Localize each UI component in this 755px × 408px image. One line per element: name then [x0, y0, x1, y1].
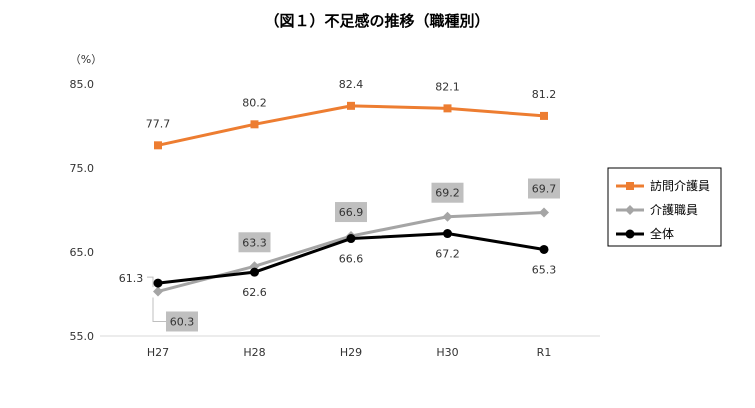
- y-tick-label: 55.0: [70, 330, 95, 343]
- svg-text:63.3: 63.3: [242, 236, 267, 249]
- svg-text:69.2: 69.2: [435, 187, 460, 200]
- x-tick-label: H30: [436, 346, 458, 359]
- data-point: [250, 267, 259, 277]
- data-label: 77.7: [146, 117, 171, 130]
- data-label: 67.2: [435, 248, 460, 261]
- x-tick-label: H27: [147, 346, 169, 359]
- legend-label: 訪問介護員: [650, 178, 710, 193]
- data-point: [539, 207, 549, 218]
- y-tick-label: 75.0: [70, 162, 95, 175]
- data-point: [153, 286, 163, 297]
- legend-marker: [626, 182, 634, 190]
- legend-marker: [625, 229, 635, 239]
- leader-line: [147, 276, 154, 288]
- legend-item: 訪問介護員: [616, 178, 710, 193]
- data-point: [347, 101, 355, 110]
- series-3: [153, 229, 549, 288]
- leader-line: [152, 297, 166, 322]
- data-point: [346, 234, 356, 244]
- y-tick-label: 85.0: [70, 78, 95, 91]
- data-label: 66.6: [339, 253, 364, 266]
- data-point: [154, 141, 162, 150]
- data-point: [250, 120, 259, 129]
- data-point: [540, 111, 548, 120]
- legend-label: 全体: [650, 226, 674, 241]
- data-point: [539, 244, 549, 254]
- y-tick-label: 65.0: [70, 246, 95, 259]
- x-tick-label: H29: [340, 346, 362, 359]
- legend-marker: [625, 205, 635, 215]
- data-label: 69.7: [528, 178, 560, 199]
- svg-text:60.3: 60.3: [170, 315, 195, 328]
- data-label: 82.1: [435, 80, 460, 93]
- series-1: [154, 101, 548, 150]
- chart-title: （図１）不足感の推移（職種別）: [264, 12, 489, 30]
- data-label: 61.3: [119, 272, 144, 285]
- svg-text:69.7: 69.7: [532, 183, 557, 196]
- data-label: 63.3: [238, 232, 271, 253]
- data-label: 66.9: [335, 202, 367, 223]
- data-point: [443, 229, 452, 239]
- y-axis-unit: （%）: [70, 53, 102, 66]
- data-label: 65.3: [532, 263, 557, 276]
- data-label: 80.2: [242, 96, 267, 109]
- data-label: 82.4: [339, 78, 364, 91]
- legend-item: 介護職員: [616, 202, 698, 217]
- data-point: [442, 211, 453, 222]
- data-label: 69.2: [431, 182, 464, 203]
- legend-item: 全体: [616, 226, 674, 241]
- x-tick-label: H28: [243, 346, 265, 359]
- data-label: 60.3: [166, 311, 198, 332]
- data-point: [153, 278, 163, 288]
- data-point: [443, 104, 452, 113]
- svg-text:66.9: 66.9: [339, 206, 364, 219]
- series-line: [157, 104, 545, 147]
- data-label: 81.2: [532, 88, 557, 101]
- legend-label: 介護職員: [650, 202, 698, 217]
- x-tick-label: R1: [537, 346, 552, 359]
- data-label: 62.6: [242, 286, 267, 299]
